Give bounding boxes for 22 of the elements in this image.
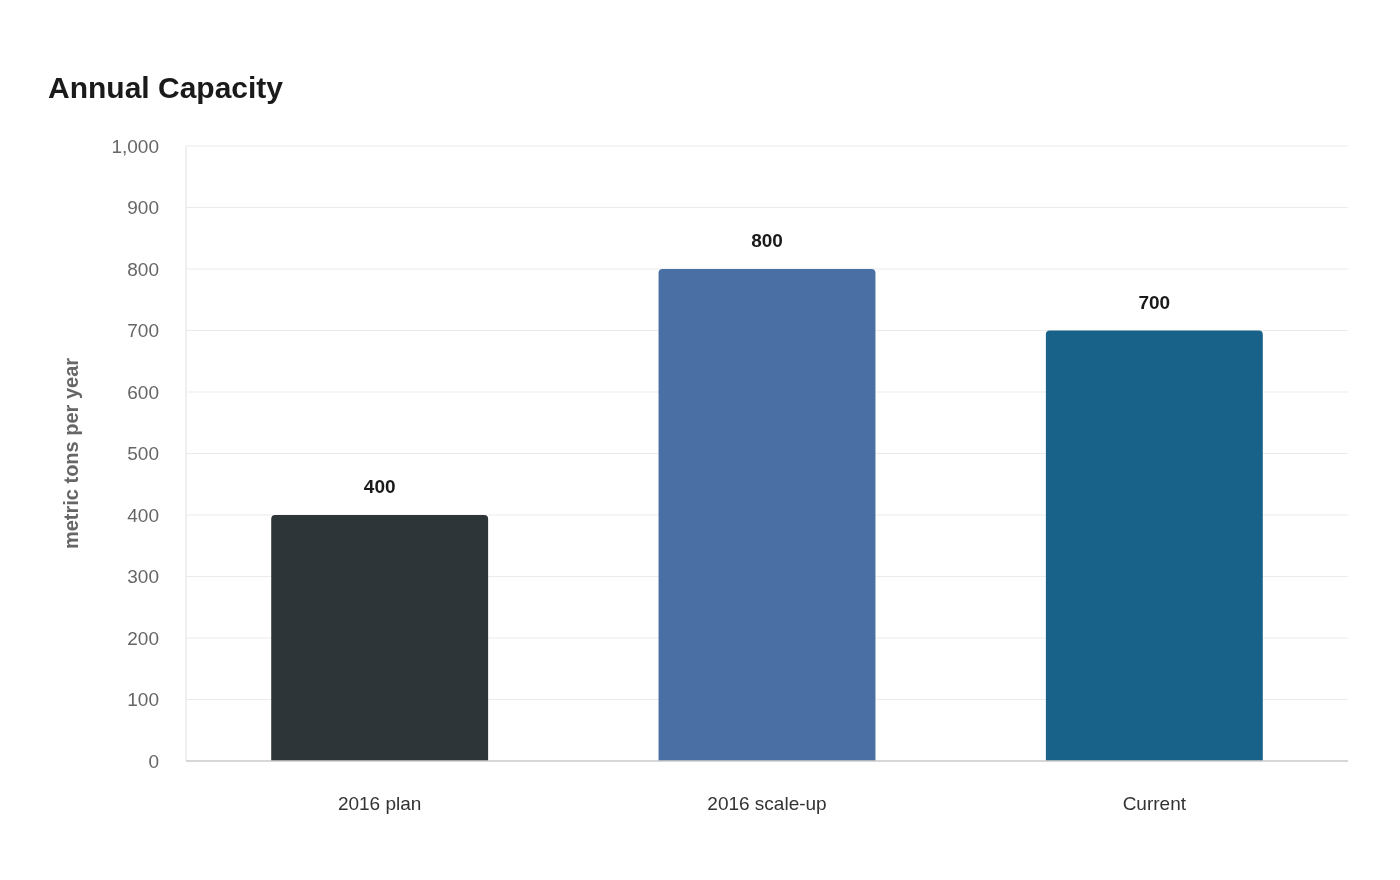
y-tick-label: 800 bbox=[127, 258, 159, 280]
data-label: 400 bbox=[363, 476, 396, 497]
y-tick-label: 400 bbox=[127, 504, 159, 526]
x-tick-label: 2016 plan bbox=[337, 793, 422, 814]
y-tick-label: 700 bbox=[127, 320, 159, 342]
y-tick-label: 0 bbox=[148, 750, 159, 772]
x-tick-label: Current bbox=[1122, 793, 1187, 814]
data-label: 700 bbox=[1138, 291, 1171, 313]
x-tick-label: 2016 scale-up bbox=[707, 793, 827, 814]
y-tick-label: 500 bbox=[127, 443, 159, 465]
y-tick-label: 1,000 bbox=[111, 135, 159, 157]
y-tick-label: 900 bbox=[127, 197, 159, 219]
y-tick-label: 300 bbox=[127, 566, 159, 588]
y-tick-label: 600 bbox=[127, 381, 159, 403]
y-tick-label: 200 bbox=[127, 627, 159, 649]
y-tick-label: 100 bbox=[127, 689, 159, 711]
chart-title: Annual Capacity bbox=[48, 71, 284, 104]
y-axis-title: metric tons per year bbox=[60, 357, 82, 550]
bar bbox=[271, 515, 489, 761]
data-label: 800 bbox=[751, 230, 783, 251]
bar bbox=[658, 269, 876, 761]
bar bbox=[1045, 330, 1263, 761]
